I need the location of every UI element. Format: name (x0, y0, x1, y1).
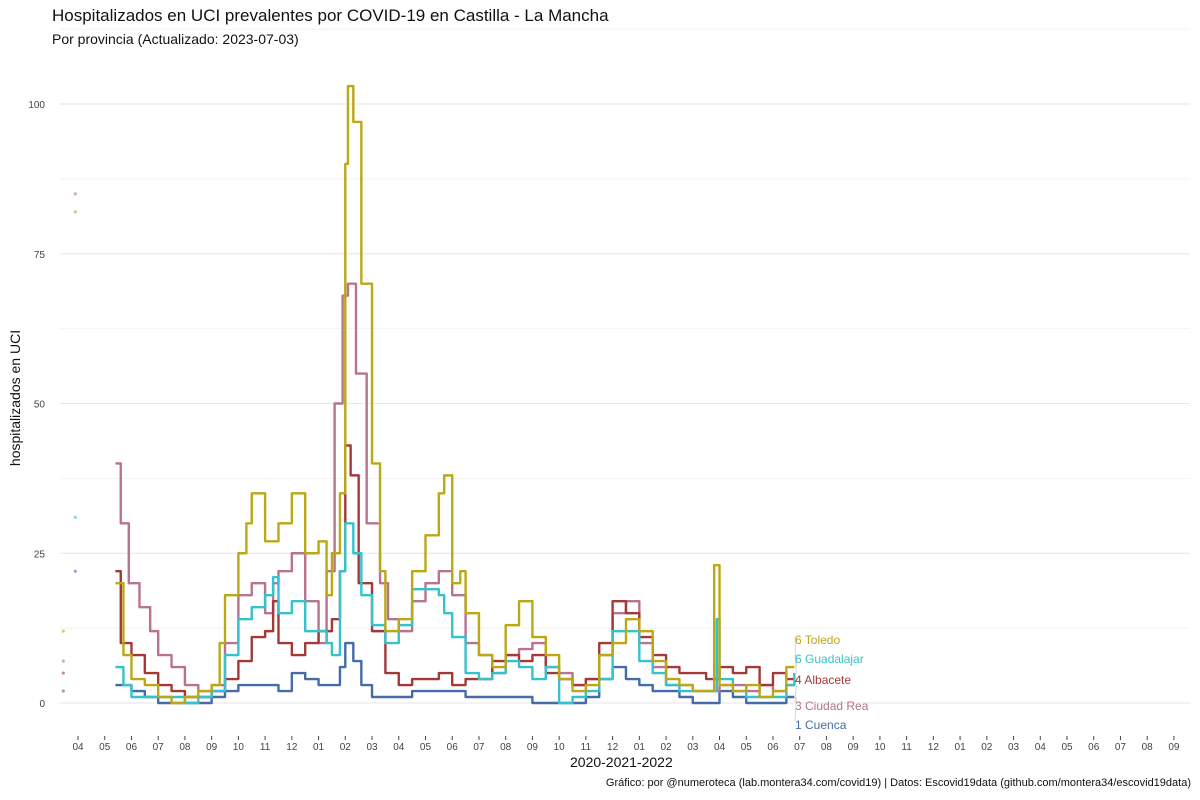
x-tick-label: 03 (687, 742, 699, 753)
series-end-label: 3 Ciudad Rea (795, 699, 869, 713)
x-tick-label: 05 (741, 742, 753, 753)
series-line-guadalajara (115, 522, 796, 705)
x-tick-label: 09 (206, 742, 218, 753)
x-tick-label: 05 (420, 742, 432, 753)
x-tick-label: 07 (153, 742, 165, 753)
x-tick-label: 03 (366, 742, 378, 753)
x-tick-label: 03 (1008, 742, 1020, 753)
series-end-label: 6 Toledo (795, 633, 840, 647)
x-tick-label: 09 (1168, 742, 1180, 753)
x-tick-label: 12 (928, 742, 940, 753)
x-tick-label: 07 (1115, 742, 1127, 753)
x-tick-label: 11 (260, 742, 271, 753)
x-tick-label: 04 (393, 742, 405, 753)
x-tick-label: 10 (233, 742, 245, 753)
x-tick-label: 10 (874, 742, 886, 753)
chart-caption: Gráfico: por @numeroteca (lab.montera34.… (605, 777, 1191, 789)
chart-title: Hospitalizados en UCI prevalentes por CO… (52, 6, 609, 25)
x-tick-label: 12 (286, 742, 298, 753)
label-leader (794, 684, 797, 703)
x-tick-label: 09 (848, 742, 860, 753)
early-point (73, 210, 77, 214)
x-tick-label: 05 (99, 742, 111, 753)
x-tick-label: 02 (981, 742, 993, 753)
series-end-label: 4 Albacete (795, 673, 851, 687)
x-tick-label: 01 (634, 742, 646, 753)
x-axis-label: 2020-2021-2022 (570, 754, 673, 770)
label-leader (794, 654, 797, 674)
x-tick-label: 02 (340, 742, 352, 753)
x-tick-label: 11 (901, 742, 912, 753)
x-tick-label: 08 (821, 742, 833, 753)
y-tick-label: 50 (34, 400, 46, 411)
early-point (61, 689, 65, 693)
series-line-albacete (115, 444, 795, 699)
early-point (73, 569, 77, 573)
y-tick-label: 75 (34, 250, 46, 261)
y-tick-label: 0 (39, 699, 45, 710)
series-end-label: 6 Guadalajar (795, 652, 864, 666)
x-tick-label: 01 (313, 742, 325, 753)
x-tick-label: 11 (581, 742, 592, 753)
x-tick-label: 05 (1061, 742, 1073, 753)
series-end-label: 1 Cuenca (795, 718, 847, 732)
x-tick-label: 08 (1142, 742, 1154, 753)
early-point (61, 659, 65, 663)
x-tick-label: 06 (1088, 742, 1100, 753)
x-tick-label: 04 (1035, 742, 1047, 753)
early-point (61, 629, 65, 633)
x-tick-label: 09 (527, 742, 539, 753)
label-leader (794, 635, 797, 668)
series-line-ciudad-real (115, 282, 795, 693)
x-tick-label: 06 (126, 742, 138, 753)
series-line-toledo (115, 84, 795, 705)
x-tick-label: 07 (794, 742, 806, 753)
x-tick-label: 07 (473, 742, 485, 753)
y-tick-label: 25 (34, 549, 46, 560)
x-tick-label: 08 (179, 742, 191, 753)
chart-subtitle: Por provincia (Actualizado: 2023-07-03) (52, 31, 299, 47)
x-tick-label: 06 (447, 742, 459, 753)
early-point (61, 671, 65, 675)
x-tick-label: 04 (714, 742, 726, 753)
x-tick-label: 06 (767, 742, 779, 753)
x-tick-label: 10 (554, 742, 566, 753)
x-tick-label: 01 (955, 742, 967, 753)
label-leader (794, 696, 797, 722)
y-tick-label: 100 (28, 100, 45, 111)
x-tick-label: 12 (607, 742, 619, 753)
x-tick-label: 02 (660, 742, 672, 753)
series-line-cuenca (115, 641, 795, 705)
label-leader (794, 675, 797, 680)
early-point (73, 192, 77, 196)
early-point (73, 515, 77, 519)
x-tick-label: 04 (72, 742, 84, 753)
x-tick-label: 08 (500, 742, 512, 753)
